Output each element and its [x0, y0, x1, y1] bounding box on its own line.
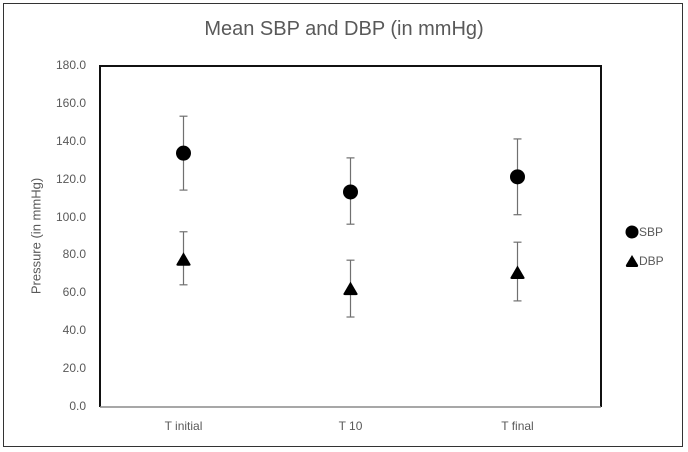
y-tick-label: 0.0 — [69, 399, 86, 413]
y-tick-label: 140.0 — [55, 133, 86, 148]
y-tick-label: 160.0 — [55, 95, 86, 110]
x-tick-label: T final — [501, 419, 534, 433]
y-tick-label: 100.0 — [55, 209, 86, 224]
sbp-data-point — [343, 184, 358, 200]
x-tick-label: T initial — [164, 419, 203, 433]
chart-frame — [3, 3, 683, 447]
y-tick-label: 120.0 — [55, 171, 86, 186]
dbp-data-point — [510, 265, 525, 279]
dbp-data-point — [176, 252, 191, 266]
sbp-data-point — [510, 169, 525, 185]
legend-label: SBP — [639, 225, 664, 239]
dbp-data-point — [343, 281, 358, 296]
y-tick-label: 60.0 — [62, 285, 86, 300]
legend-item-sbp: SBP — [625, 225, 663, 239]
x-tick-label: T 10 — [338, 419, 363, 433]
circle-marker-icon — [625, 225, 639, 239]
y-tick-label: 20.0 — [62, 361, 86, 376]
y-tick-label: 180.0 — [55, 58, 86, 72]
chart-title: Mean SBP and DBP (in mmHg) — [204, 18, 484, 40]
legend-item-dbp: DBP — [625, 254, 664, 268]
y-tick-label: 40.0 — [62, 323, 86, 338]
sbp-data-point — [176, 145, 191, 161]
triangle-marker-icon — [625, 255, 639, 267]
legend-label: DBP — [639, 254, 664, 268]
y-tick-label: 80.0 — [62, 247, 86, 262]
plot-border — [99, 65, 602, 407]
